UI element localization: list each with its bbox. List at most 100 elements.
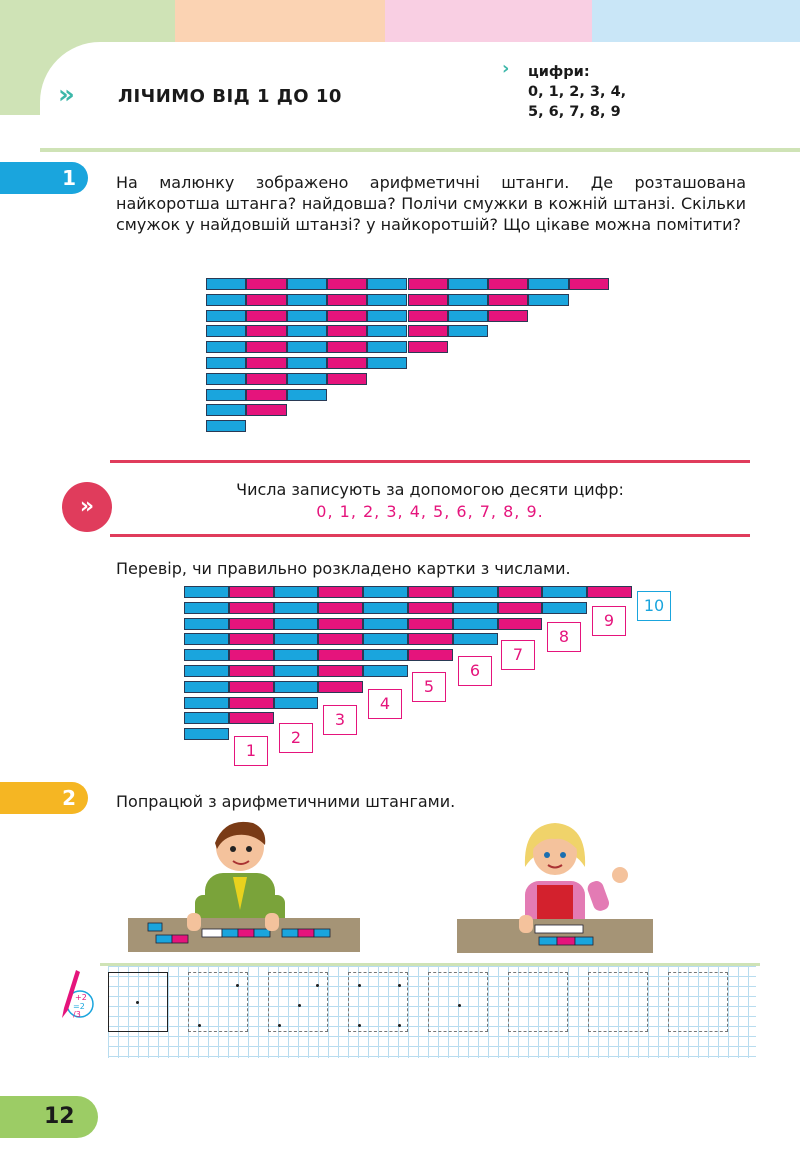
guide-dot (278, 1024, 281, 1027)
rod-segment (273, 586, 319, 598)
rod-segment (246, 293, 287, 306)
rod-segment (542, 601, 588, 614)
rod-segment (367, 357, 408, 369)
rod-segment (246, 404, 287, 417)
rod-segment (318, 665, 364, 677)
task-number-1: 1 (0, 162, 88, 194)
guide-dot (198, 1024, 201, 1027)
rod-segment (286, 325, 327, 338)
digits-label: цифри: (528, 64, 590, 80)
rod-segment (363, 649, 408, 662)
rod-segment (206, 278, 247, 290)
rod-segment (184, 649, 229, 662)
rod-segment (408, 633, 453, 646)
number-card: 6 (458, 656, 492, 686)
rod-segment (363, 633, 408, 646)
rule-chevron-icon: » (62, 482, 112, 532)
top-band-pink (385, 0, 592, 42)
rod-segment (408, 586, 453, 598)
top-band-orange (175, 0, 385, 42)
rod-segment (447, 293, 489, 306)
rod-segment (318, 601, 364, 614)
rod-segment (228, 665, 274, 677)
rod-segment (497, 586, 543, 598)
rod-segment (542, 586, 588, 598)
rod-segment (447, 309, 489, 322)
rod-segment (367, 293, 408, 306)
guide-dot (136, 1001, 139, 1004)
digit-cell (108, 972, 168, 1032)
rod-segment (407, 309, 448, 322)
rod-segment (246, 341, 287, 354)
rod-segment (367, 309, 408, 322)
rod-segment (246, 388, 287, 401)
digit-cell (428, 972, 488, 1032)
header-divider (40, 148, 800, 152)
digit-cell (508, 972, 568, 1032)
rod-segment (228, 633, 274, 646)
guide-dot (358, 984, 361, 987)
rule-line-2: 0, 1, 2, 3, 4, 5, 6, 7, 8, 9. (316, 502, 544, 521)
rod-segment (228, 680, 274, 693)
rod-segment (206, 404, 247, 417)
rod-segment (228, 617, 274, 630)
rod-segment (363, 601, 408, 614)
top-band-blue (592, 0, 800, 42)
rod-segment (363, 665, 408, 677)
rod-segment (246, 372, 287, 385)
digits-note: цифри: 0, 1, 2, 3, 4, 5, 6, 7, 8, 9 (528, 62, 626, 122)
digit-cell (348, 972, 408, 1032)
rod-segment (528, 293, 569, 306)
rod-segment (367, 325, 408, 338)
number-card: 5 (412, 672, 446, 702)
check-text: Перевір, чи правильно розкладено картки … (116, 559, 571, 578)
rod-segment (228, 649, 274, 662)
guide-dot (298, 1004, 301, 1007)
rod-segment (206, 372, 247, 385)
guide-dot (458, 1004, 461, 1007)
number-card: 4 (368, 689, 402, 719)
svg-text:=2: =2 (73, 1002, 85, 1011)
rod-segment (447, 278, 489, 290)
rod-segment (318, 680, 364, 693)
rod-segment (206, 341, 247, 354)
rod-segment (367, 341, 408, 354)
rod-segment (326, 325, 368, 338)
digits-chevron-icon: › (502, 58, 510, 79)
rod-segment (286, 293, 327, 306)
number-card: 3 (323, 705, 357, 735)
rod-segment (363, 617, 408, 630)
rod-segment (326, 278, 368, 290)
pencil-math-icon: +2 =2 /3 (62, 970, 94, 1019)
rod-segment (246, 325, 287, 338)
rod-segment (363, 586, 408, 598)
rod-segment (497, 617, 543, 630)
rod-segment (488, 309, 529, 322)
rod-segment (246, 357, 287, 369)
rod-segment (286, 278, 327, 290)
rod-segment (286, 357, 327, 369)
rod-segment (273, 649, 319, 662)
rod-segment (318, 617, 364, 630)
rod-segment (184, 617, 229, 630)
rod-segment (286, 372, 327, 385)
task-1-text: На малюнку зображено арифметичні штанги.… (116, 173, 746, 234)
digit-cell (268, 972, 328, 1032)
rod-segment (326, 293, 368, 306)
rod-segment (286, 309, 327, 322)
rod-segment (286, 388, 327, 401)
rule-line-1: Числа записують за допомогою десяти цифр… (236, 480, 624, 499)
number-card: 2 (279, 723, 313, 753)
boy-illustration (128, 821, 360, 952)
rod-segment (228, 586, 274, 598)
rod-segment (206, 293, 247, 306)
rod-segment (228, 696, 274, 709)
guide-dot (316, 984, 319, 987)
rod-segment (184, 633, 229, 646)
page-number: 12 (0, 1096, 98, 1138)
task-number-2: 2 (0, 782, 88, 814)
rod-segment (273, 633, 319, 646)
guide-dot (398, 984, 401, 987)
rod-segment (318, 586, 364, 598)
writing-grid (108, 966, 756, 1058)
